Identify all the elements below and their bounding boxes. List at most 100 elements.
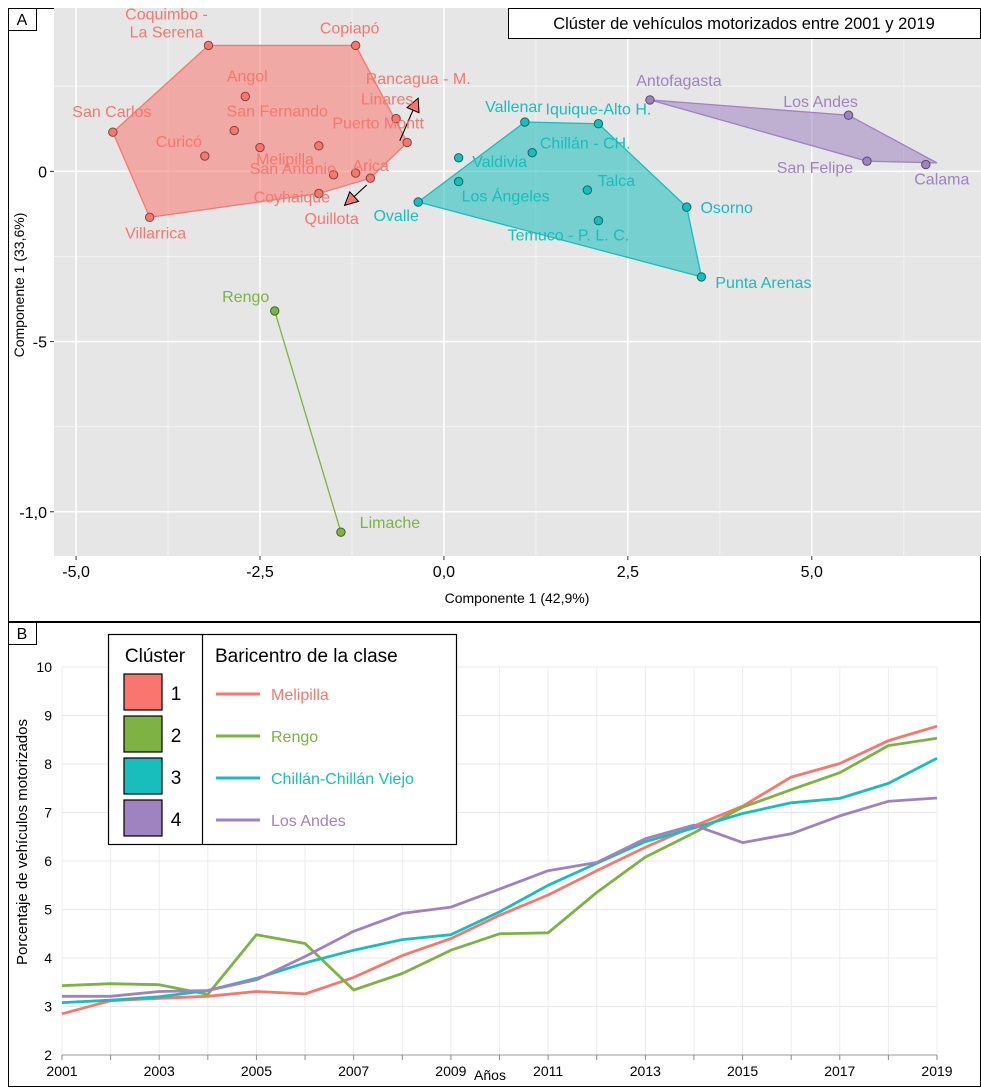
panel-b-legend: Clúster Baricentro de la clase 1 Melipill… (109, 635, 457, 845)
point-san-fernando (230, 126, 238, 134)
x-tick-label: -2,5 (246, 564, 274, 581)
x-tick-label: 2009 (435, 1063, 466, 1079)
point-osorno (683, 203, 691, 211)
label-san-carlos: San Carlos (72, 104, 151, 121)
x-tick-label: 2,5 (617, 564, 639, 581)
panel-a-title: Clúster de vehículos motorizados entre 2… (553, 15, 935, 33)
label-osorno: Osorno (700, 200, 753, 217)
label-puerto-montt: Puerto Montt (332, 115, 424, 132)
x-tick-label: 2013 (630, 1063, 661, 1079)
label-vallenar: Vallenar (485, 99, 543, 116)
y-tick-label: -5 (33, 335, 47, 352)
point-limache (337, 528, 345, 536)
legend-series-name: Melipilla (271, 687, 329, 704)
x-tick-label: 5,0 (801, 564, 823, 581)
label-arica: Arica (352, 158, 389, 175)
y-tick-label: 10 (36, 659, 52, 675)
point-valdivia (454, 154, 462, 162)
label-calama: Calama (914, 172, 969, 189)
annotation-label: Rancagua - M. (366, 71, 471, 88)
x-tick-label: 2007 (338, 1063, 369, 1079)
label-punta-arenas: Punta Arenas (715, 275, 811, 292)
label-iquique-alto-h: Iquique-Alto H. (546, 102, 652, 119)
label-san-felipe: San Felipe (777, 160, 854, 177)
x-tick-label: 2005 (241, 1063, 272, 1079)
label-angol: Angol (227, 68, 268, 85)
label-line: La Serena (130, 24, 204, 41)
point-curico (201, 152, 209, 160)
x-tick-label: 0,0 (433, 564, 455, 581)
legend-cluster-number: 3 (171, 768, 182, 789)
legend-series-name: Rengo (271, 729, 318, 746)
point-villarrica (145, 213, 153, 221)
x-tick-label: 2017 (824, 1063, 855, 1079)
y-tick-label: 0 (38, 164, 47, 181)
label-copiapo: Copiapó (320, 20, 380, 37)
point-san-carlos (109, 128, 117, 136)
y-tick-label: 9 (44, 708, 52, 724)
label-valdivia: Valdivia (472, 154, 527, 171)
legend-cluster-number: 4 (171, 810, 182, 831)
label-talca: Talca (598, 173, 635, 190)
label-san-fernando: San Fernando (227, 104, 329, 121)
legend-series-name: Chillán-Chillán Viejo (271, 771, 414, 788)
label-antofagasta: Antofagasta (636, 73, 722, 90)
point-san-antonio (315, 142, 323, 150)
label-quillota: Quillota (305, 211, 359, 228)
label-villarrica: Villarrica (125, 225, 186, 242)
point-los-andes (844, 111, 852, 119)
label-los-angeles: Los Ángeles (462, 187, 550, 206)
x-tick-label: 2003 (144, 1063, 175, 1079)
panel-a-xlabel: Componente 1 (42,9%) (445, 590, 590, 606)
label-temuco-p-l-c: Temuco - P. L. C. (508, 228, 630, 245)
point-rengo (271, 307, 279, 315)
point-chillan-ch (528, 148, 536, 156)
panel-b-label: B (17, 626, 28, 643)
panel-a-label: A (17, 12, 28, 29)
point-vallenar (521, 118, 529, 126)
legend-swatch-cluster-4 (124, 800, 162, 836)
y-tick-label: 3 (44, 999, 52, 1015)
label-los-andes: Los Andes (783, 94, 858, 111)
legend-swatch-cluster-1 (124, 674, 162, 710)
x-tick-label: 2001 (46, 1063, 77, 1079)
point-puerto-montt (403, 138, 411, 146)
point-coquimbo-la-serena (204, 41, 212, 49)
x-tick-label: -5,0 (62, 564, 90, 581)
panel-b-ylabel: Porcentaje de vehículos motorizados (14, 719, 31, 965)
point-angol (241, 92, 249, 100)
legend-cluster-number: 2 (171, 726, 182, 747)
x-tick-label: 2015 (727, 1063, 758, 1079)
label-limache: Limache (360, 515, 421, 532)
point-temuco-p-l-c (594, 217, 602, 225)
point-ovalle (414, 198, 422, 206)
point-los-angeles (454, 177, 462, 185)
y-tick-label: 6 (44, 853, 52, 869)
point-san-felipe (863, 157, 871, 165)
label-coyhaique: Coyhaique (254, 190, 331, 207)
y-tick-label: 4 (44, 950, 52, 966)
label-chillan-ch: Chillán - CH. (540, 136, 631, 153)
x-tick-label: 2011 (533, 1063, 563, 1079)
legend-series-header: Baricentro de la clase (215, 646, 398, 667)
y-tick-label: -1,0 (19, 505, 47, 522)
label-linares: Linares (361, 92, 413, 109)
y-tick-label: 7 (44, 805, 52, 821)
label-curico: Curicó (156, 134, 202, 151)
point-punta-arenas (697, 273, 705, 281)
legend-cluster-header: Clúster (125, 646, 186, 667)
point-talca (583, 186, 591, 194)
panel-b-xlabel: Años (474, 1067, 506, 1083)
label-san-antonio: San Antonio (250, 161, 336, 178)
y-tick-label: 8 (44, 756, 52, 772)
label-rengo: Rengo (222, 289, 269, 306)
legend-swatch-cluster-3 (124, 758, 162, 794)
legend-cluster-number: 1 (171, 684, 182, 705)
point-calama (922, 160, 930, 168)
legend-series-name: Los Andes (271, 813, 346, 830)
point-cluster-1-unlabeled (366, 174, 374, 182)
